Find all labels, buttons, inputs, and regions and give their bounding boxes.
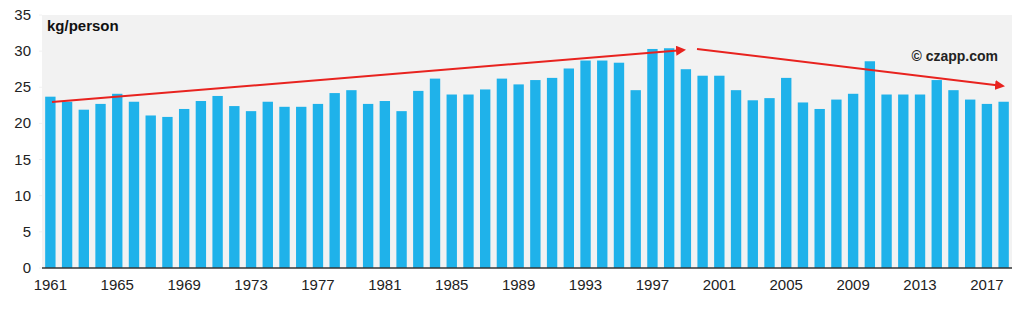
bar (45, 97, 55, 268)
y-tick (39, 15, 42, 16)
bar (95, 104, 105, 268)
y-tick (39, 159, 42, 160)
bar (865, 61, 875, 268)
bar (948, 90, 958, 268)
bar (697, 76, 707, 268)
bar (881, 95, 891, 268)
y-tick-label: 25 (14, 78, 31, 95)
bar (162, 117, 172, 268)
x-tick-label: 1981 (368, 276, 401, 293)
bar (396, 111, 406, 268)
x-tick-label: 1977 (301, 276, 334, 293)
bar (313, 104, 323, 268)
bar (179, 109, 189, 268)
bar (229, 106, 239, 268)
bar (982, 104, 992, 268)
bar (346, 90, 356, 268)
y-tick-label: 0 (23, 259, 31, 276)
bar (965, 100, 975, 268)
bar (614, 63, 624, 268)
bar (898, 95, 908, 268)
bar (296, 107, 306, 268)
x-tick-label: 1973 (234, 276, 267, 293)
y-tick-label: 30 (14, 42, 31, 59)
bar (764, 98, 774, 268)
bar (246, 111, 256, 268)
y-tick (39, 87, 42, 88)
x-tick-label: 1969 (167, 276, 200, 293)
y-tick (39, 51, 42, 52)
bar (748, 100, 758, 268)
bar (329, 93, 339, 268)
y-tick (39, 231, 42, 232)
bar (447, 95, 457, 268)
x-tick-label: 2001 (703, 276, 736, 293)
x-tick-label: 1961 (34, 276, 67, 293)
bar (463, 95, 473, 268)
trend-arrow (52, 50, 684, 102)
y-tick-label: 10 (14, 187, 31, 204)
y-tick (39, 123, 42, 124)
bar (798, 102, 808, 268)
y-tick (39, 195, 42, 196)
y-tick-label: 15 (14, 151, 31, 168)
bar (263, 102, 273, 268)
bar (597, 61, 607, 268)
annotation: © czapp.com (911, 48, 998, 64)
chart: 0 5 10 15 20 25 30 35 1961 1965 1969 1973 1977 1981 19… (0, 0, 1024, 310)
bars (45, 48, 1009, 268)
title: kg/person (47, 17, 119, 34)
bar (530, 80, 540, 268)
bar (580, 61, 590, 268)
x-tick-label: 1985 (435, 276, 468, 293)
bar (547, 78, 557, 268)
y-tick (39, 268, 42, 269)
bar (664, 48, 674, 268)
bar (714, 76, 724, 268)
bar (647, 49, 657, 268)
bar (430, 79, 440, 268)
x-tick-label: 2009 (836, 276, 869, 293)
bar (480, 89, 490, 268)
bar (814, 109, 824, 268)
bar (513, 84, 523, 268)
x-tick-label: 2005 (770, 276, 803, 293)
x-tick-label: 2017 (970, 276, 1003, 293)
x-tick-label: 2013 (903, 276, 936, 293)
bar (112, 94, 122, 268)
bar (62, 102, 72, 268)
x-tick-label: 1965 (101, 276, 134, 293)
x-tick-label: 1989 (502, 276, 535, 293)
bar (831, 100, 841, 268)
bar (363, 104, 373, 268)
x-tick-label: 1993 (569, 276, 602, 293)
bar (564, 68, 574, 268)
bar (932, 80, 942, 268)
bar (998, 102, 1008, 268)
bar (631, 90, 641, 268)
bar (212, 96, 222, 268)
bar (848, 94, 858, 268)
bar (380, 101, 390, 268)
y-tick-label: 35 (14, 6, 31, 23)
bar (781, 78, 791, 268)
plot-background (42, 15, 1012, 268)
x-axis (42, 267, 1012, 269)
trend-arrow (697, 49, 1003, 86)
bar (681, 69, 691, 268)
bar (413, 91, 423, 268)
bar (915, 95, 925, 268)
bar (279, 107, 289, 268)
x-tick-label: 1997 (636, 276, 669, 293)
bar (731, 90, 741, 268)
y-tick-label: 20 (14, 114, 31, 131)
bar (146, 115, 156, 268)
bar (79, 110, 89, 268)
bar (129, 102, 139, 268)
bar (196, 101, 206, 268)
y-tick-label: 5 (23, 223, 31, 240)
bar (497, 79, 507, 268)
